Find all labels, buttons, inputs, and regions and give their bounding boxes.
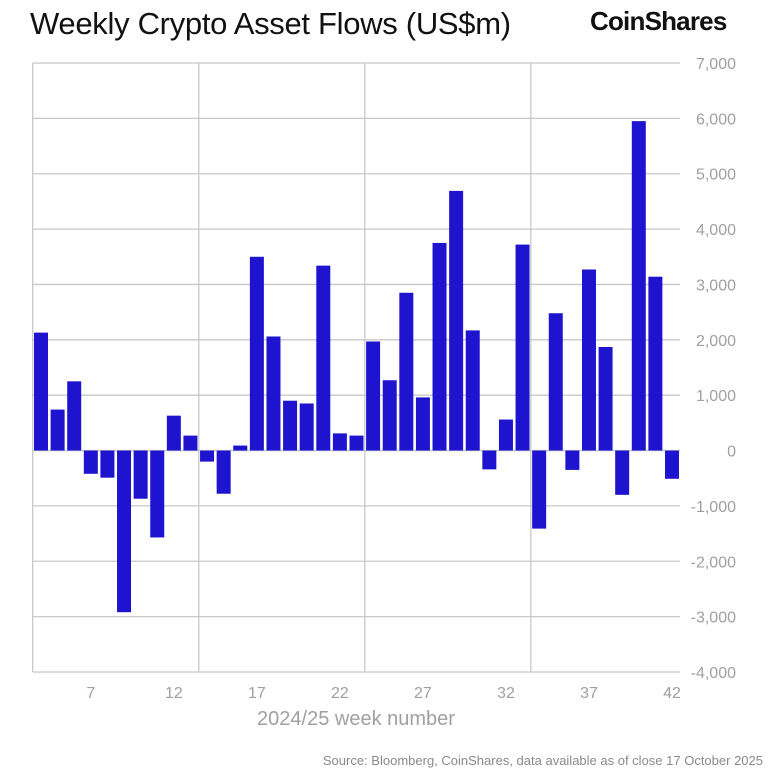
bar-week-12 (166, 415, 181, 451)
bar-week-13 (183, 435, 198, 451)
bar-week-20 (299, 403, 314, 451)
y-tick-label: 1,000 (696, 388, 736, 405)
bar-week-41 (648, 276, 663, 451)
x-tick-label: 42 (663, 685, 681, 702)
x-axis-title: 2024/25 week number (257, 708, 455, 730)
chart-title: Weekly Crypto Asset Flows (US$m) (30, 6, 511, 41)
bar-week-24 (366, 341, 381, 451)
bar-week-33 (515, 244, 530, 451)
source-note: Source: Bloomberg, CoinShares, data avai… (322, 753, 763, 768)
bar-week-42 (665, 450, 679, 479)
bar-week-34 (532, 450, 547, 529)
bar-week-25 (382, 380, 397, 451)
bar-week-6 (67, 381, 82, 451)
bar-week-23 (349, 435, 364, 451)
bar-week-17 (249, 256, 264, 451)
y-tick-label: 4,000 (696, 222, 736, 239)
y-tick-label: -2,000 (691, 554, 736, 571)
y-tick-label: 2,000 (696, 333, 736, 350)
bar-week-9 (117, 450, 132, 613)
bar-week-40 (631, 121, 646, 451)
bar-week-4 (34, 332, 48, 451)
bar-week-37 (581, 269, 596, 451)
bar-week-27 (415, 397, 430, 451)
x-tick-label: 22 (331, 685, 349, 702)
bar-week-18 (266, 336, 281, 451)
bar-week-19 (283, 400, 298, 451)
bar-week-15 (216, 450, 231, 494)
x-tick-label: 17 (248, 685, 266, 702)
bar-week-10 (133, 450, 148, 499)
y-tick-label: 7,000 (696, 56, 736, 73)
bar-week-22 (332, 433, 347, 451)
bar-week-35 (548, 313, 563, 451)
x-tick-label: 32 (497, 685, 515, 702)
x-tick-label: 7 (86, 685, 95, 702)
bar-week-8 (100, 450, 115, 478)
bar-week-16 (233, 445, 248, 451)
y-tick-label: 6,000 (696, 111, 736, 128)
y-tick-label: 3,000 (696, 277, 736, 294)
x-tick-label: 37 (580, 685, 598, 702)
bar-week-31 (482, 450, 497, 470)
y-tick-label: -3,000 (691, 610, 736, 627)
bar-week-38 (598, 347, 613, 451)
bar-week-36 (565, 450, 580, 470)
bar-week-30 (465, 330, 480, 451)
bar-week-14 (200, 450, 215, 462)
x-tick-label: 27 (414, 685, 432, 702)
bar-week-29 (449, 190, 464, 451)
bar-week-21 (316, 265, 331, 451)
bar-week-5 (50, 409, 65, 451)
bar-week-7 (83, 450, 98, 474)
bar-week-26 (399, 292, 414, 451)
coinshares-logo: CoinShares (590, 6, 727, 36)
y-tick-label: 5,000 (696, 167, 736, 184)
y-tick-label: 0 (727, 444, 736, 461)
bar-week-11 (150, 450, 165, 538)
y-tick-label: -1,000 (691, 499, 736, 516)
bar-week-32 (498, 419, 513, 451)
x-tick-label: 12 (165, 685, 183, 702)
bar-week-28 (432, 242, 447, 451)
bar-week-39 (615, 450, 630, 495)
y-tick-label: -4,000 (691, 665, 736, 682)
